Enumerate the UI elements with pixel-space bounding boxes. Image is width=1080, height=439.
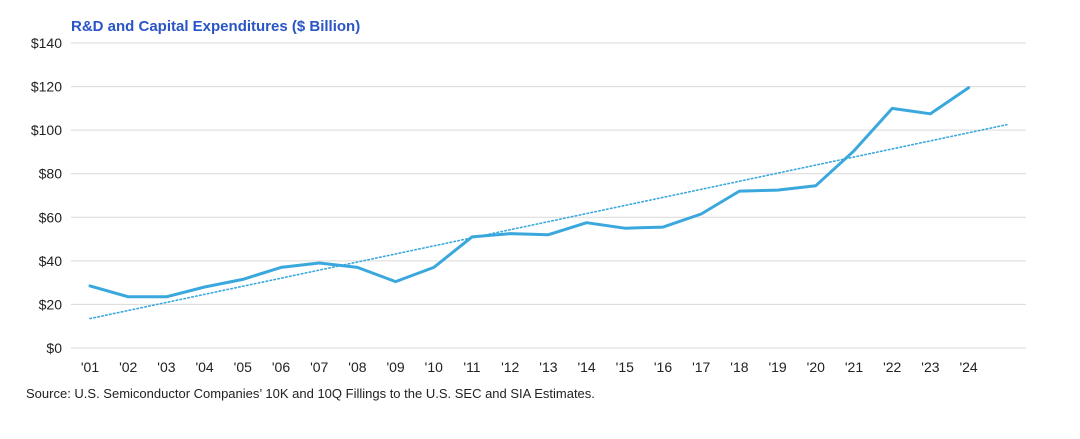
x-tick-label: '14 xyxy=(577,359,595,375)
y-tick-label: $80 xyxy=(39,166,63,182)
data-point xyxy=(241,278,244,281)
data-point xyxy=(738,190,741,193)
x-tick-label: '24 xyxy=(959,359,977,375)
data-point xyxy=(929,112,932,115)
data-point xyxy=(318,262,321,265)
x-tick-label: '22 xyxy=(883,359,901,375)
y-tick-label: $20 xyxy=(39,296,63,312)
x-tick-label: '09 xyxy=(386,359,404,375)
trendline-layer xyxy=(89,123,1008,320)
x-tick-label: '15 xyxy=(616,359,634,375)
data-point xyxy=(280,266,283,269)
series-line xyxy=(88,86,971,299)
data-point xyxy=(662,226,665,229)
y-tick-label: $120 xyxy=(31,79,62,95)
data-point xyxy=(471,235,474,238)
y-tick-label: $40 xyxy=(39,253,63,269)
x-tick-label: '04 xyxy=(195,359,213,375)
y-axis-tick-labels: $0 $20 $40 $60 $80 $100 $120 $140 xyxy=(31,35,62,356)
x-axis-tick-labels: '01 '02 '03 '04 '05 '06 '07 '08 '09 '10 '11 '12 '13 '… xyxy=(81,359,978,375)
gridlines xyxy=(71,42,1026,349)
data-point xyxy=(165,295,168,298)
x-tick-label: '21 xyxy=(845,359,863,375)
data-point xyxy=(509,232,512,235)
x-tick-label: '06 xyxy=(272,359,290,375)
trendline xyxy=(89,123,1008,320)
x-tick-label: '10 xyxy=(425,359,443,375)
x-tick-label: '13 xyxy=(539,359,557,375)
data-point xyxy=(814,184,817,187)
x-tick-label: '19 xyxy=(768,359,786,375)
data-point xyxy=(623,227,626,230)
x-tick-label: '05 xyxy=(234,359,252,375)
data-point xyxy=(967,86,970,89)
x-tick-label: '18 xyxy=(730,359,748,375)
data-point xyxy=(89,284,92,287)
x-tick-label: '07 xyxy=(310,359,328,375)
source-note: Source: U.S. Semiconductor Companies’ 10… xyxy=(26,386,595,401)
data-point xyxy=(585,221,588,224)
chart-title: R&D and Capital Expenditures ($ Billion) xyxy=(71,18,361,35)
y-tick-label: $0 xyxy=(46,340,62,356)
x-tick-label: '03 xyxy=(157,359,175,375)
x-tick-label: '02 xyxy=(119,359,137,375)
y-tick-label: $140 xyxy=(31,35,62,51)
y-tick-label: $100 xyxy=(31,122,62,138)
data-point xyxy=(853,149,856,152)
x-tick-label: '01 xyxy=(81,359,99,375)
data-point xyxy=(891,107,894,110)
data-point xyxy=(700,213,703,216)
data-point xyxy=(394,280,397,283)
y-tick-label: $60 xyxy=(39,209,63,225)
x-tick-label: '23 xyxy=(921,359,939,375)
x-tick-label: '08 xyxy=(348,359,366,375)
series-layer xyxy=(88,86,971,299)
data-point xyxy=(203,286,206,289)
data-point xyxy=(432,266,435,269)
data-point xyxy=(127,295,130,298)
x-tick-label: '17 xyxy=(692,359,710,375)
x-tick-label: '20 xyxy=(807,359,825,375)
data-point xyxy=(356,266,359,269)
data-point xyxy=(547,233,550,236)
x-tick-label: '16 xyxy=(654,359,672,375)
data-point xyxy=(776,189,779,192)
x-tick-label: '12 xyxy=(501,359,519,375)
x-tick-label: '11 xyxy=(463,359,480,375)
